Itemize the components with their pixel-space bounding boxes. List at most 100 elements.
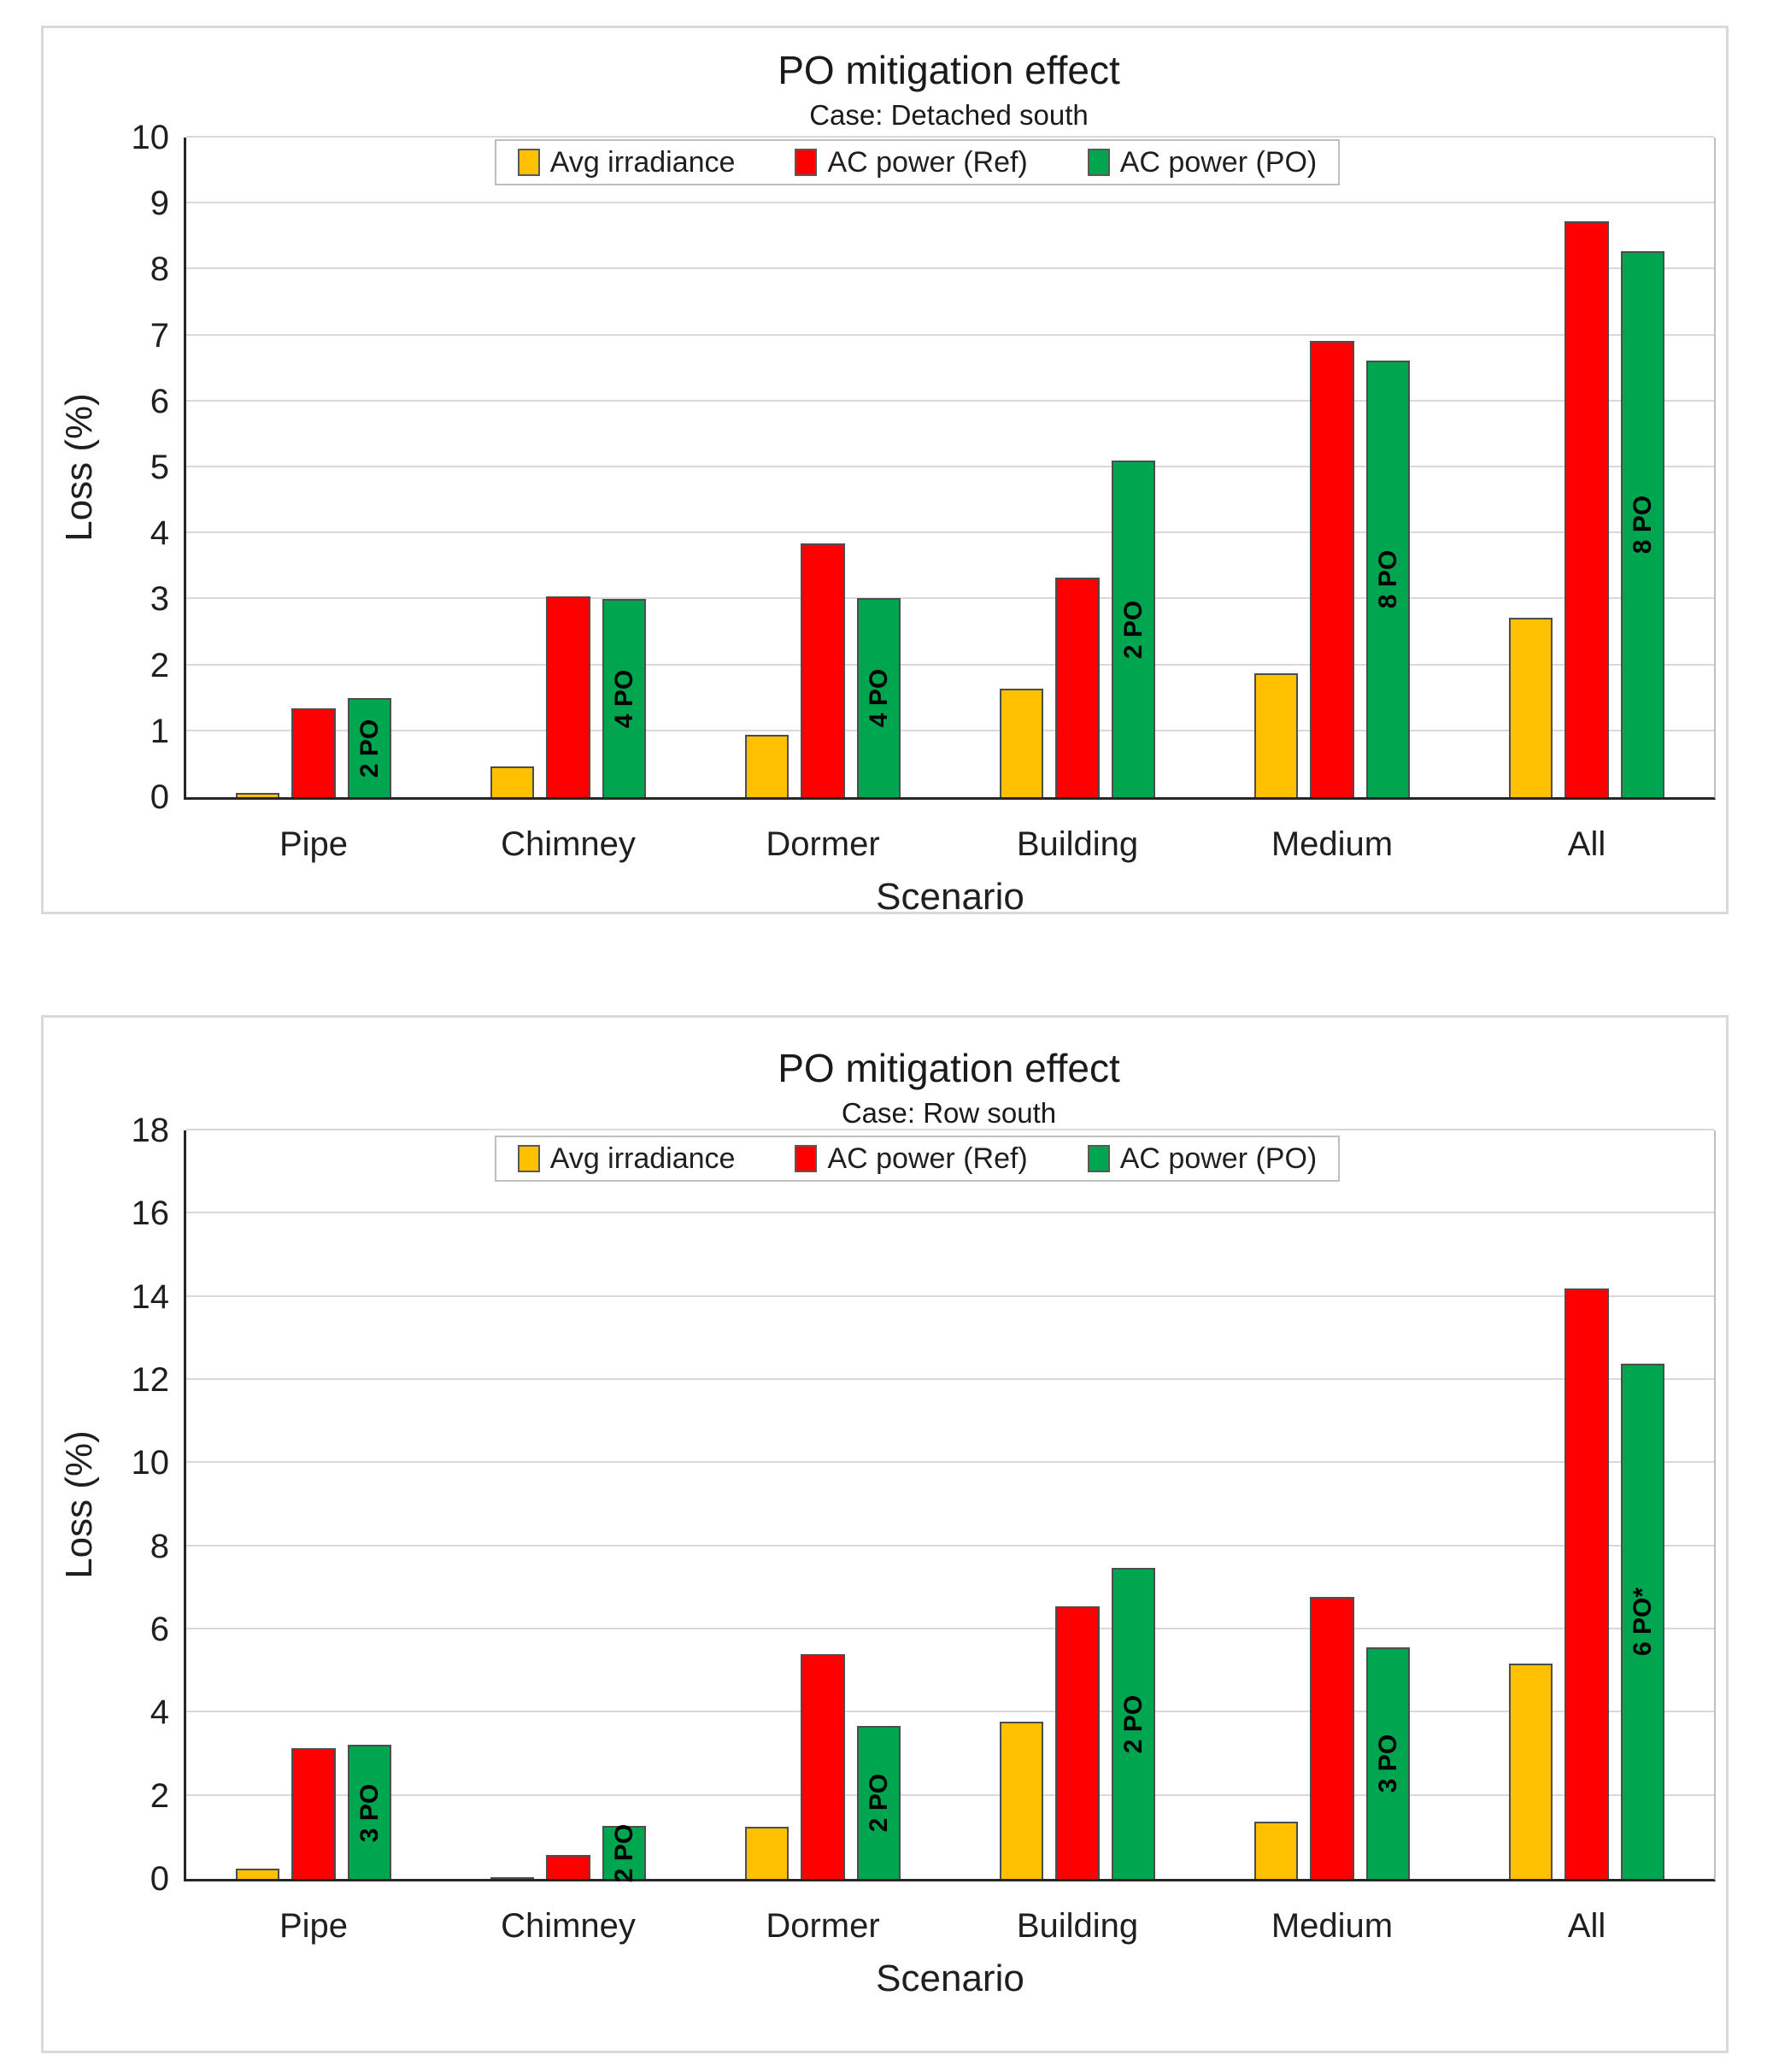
bar-avg-irradiance-all bbox=[1508, 1663, 1553, 1879]
legend: Avg irradiance AC power (Ref) AC power (PO… bbox=[495, 1136, 1340, 1182]
gridline bbox=[186, 399, 1714, 402]
gridline bbox=[186, 1461, 1714, 1464]
bar-avg-irradiance-medium bbox=[1253, 672, 1299, 797]
gridline bbox=[186, 136, 1714, 138]
gridline bbox=[186, 1711, 1714, 1713]
legend-label: AC power (Ref) bbox=[827, 1142, 1028, 1175]
bar-ac-power-ref-dormer bbox=[801, 543, 845, 797]
bar-ac-power-po-chimney: 2 PO bbox=[602, 1823, 647, 1883]
x-category-label: Pipe bbox=[279, 825, 349, 863]
chart-title: PO mitigation effect bbox=[778, 1046, 1120, 1090]
bar-value-label: 2 PO bbox=[355, 719, 384, 778]
bar-avg-irradiance-pipe bbox=[235, 792, 280, 797]
legend-item: AC power (PO) bbox=[1087, 1142, 1318, 1175]
bar-value-label: 8 PO bbox=[1628, 496, 1657, 555]
bar-ac-power-ref-medium bbox=[1310, 1597, 1354, 1879]
bar-value-label: 6 PO* bbox=[1628, 1588, 1657, 1657]
legend-item: Avg irradiance bbox=[517, 1142, 736, 1175]
bar-value-label: 2 PO bbox=[864, 1774, 893, 1833]
chart-subtitle: Case: Detached south bbox=[809, 99, 1089, 131]
bar-avg-irradiance-dormer bbox=[744, 734, 790, 797]
x-category-label: Building bbox=[1016, 1907, 1139, 1945]
bar-ac-power-po-building: 2 PO bbox=[1111, 461, 1156, 797]
x-category-label: Medium bbox=[1271, 825, 1394, 863]
bar-ac-power-ref-chimney bbox=[546, 596, 590, 797]
legend-item: AC power (Ref) bbox=[795, 146, 1028, 179]
bar-value-label: 8 PO bbox=[1373, 550, 1402, 609]
x-category-label: Dormer bbox=[766, 1907, 880, 1945]
plot-area: Scenario 0 1 2 3 4 5 6 7 8 9 10 Pipe Chimney Dormer Bu… bbox=[132, 119, 1716, 918]
y-axis-tick-label: 2 bbox=[150, 1776, 169, 1815]
y-axis-title: Loss (%) bbox=[58, 393, 100, 542]
y-axis-tick-label: 0 bbox=[150, 1860, 169, 1898]
bar-value-label: 2 PO bbox=[609, 1823, 638, 1883]
chart-subtitle: Case: Row south bbox=[841, 1097, 1057, 1129]
y-axis-tick-label: 0 bbox=[150, 778, 169, 816]
legend: Avg irradiance AC power (Ref) AC power (PO… bbox=[495, 139, 1340, 185]
y-axis-tick-label: 18 bbox=[131, 1112, 170, 1149]
y-axis-tick-label: 10 bbox=[131, 119, 170, 156]
legend-swatch-icon bbox=[795, 149, 818, 176]
x-axis-title: Scenario bbox=[876, 876, 1024, 918]
bar-ac-power-po-chimney: 4 PO bbox=[602, 599, 647, 797]
bar-ac-power-po-pipe: 3 PO bbox=[347, 1745, 392, 1879]
gridline bbox=[186, 466, 1714, 467]
bar-avg-irradiance-dormer bbox=[744, 1827, 790, 1879]
legend-label: Avg irradiance bbox=[549, 1142, 736, 1175]
bar-avg-irradiance-building bbox=[999, 688, 1044, 797]
bar-avg-irradiance-all bbox=[1508, 618, 1553, 797]
chart-title: PO mitigation effect bbox=[778, 48, 1120, 92]
gridline bbox=[186, 597, 1714, 600]
gridline bbox=[186, 202, 1714, 204]
bar-value-label: 2 PO bbox=[1118, 600, 1148, 660]
gridline bbox=[186, 531, 1714, 534]
y-axis-tick-label: 7 bbox=[150, 316, 169, 355]
bar-avg-irradiance-chimney bbox=[490, 766, 535, 797]
x-category-label: Chimney bbox=[501, 825, 636, 863]
x-category-label: All bbox=[1567, 825, 1606, 863]
legend-item: Avg irradiance bbox=[517, 146, 736, 179]
bar-ac-power-ref-all bbox=[1564, 221, 1609, 797]
x-category-label: Dormer bbox=[766, 825, 880, 863]
y-axis-tick-label: 5 bbox=[150, 449, 169, 486]
bar-ac-power-po-all: 6 PO* bbox=[1620, 1363, 1665, 1879]
bar-value-label: 3 PO bbox=[1373, 1734, 1402, 1793]
gridline bbox=[186, 1378, 1714, 1380]
gridline bbox=[186, 1544, 1714, 1547]
bar-ac-power-ref-building bbox=[1055, 577, 1100, 797]
legend-label: AC power (PO) bbox=[1119, 1142, 1318, 1175]
y-axis-tick-label: 16 bbox=[131, 1194, 170, 1233]
legend-swatch-icon bbox=[795, 1145, 818, 1172]
legend-item: AC power (Ref) bbox=[795, 1142, 1028, 1175]
legend-swatch-icon bbox=[517, 1145, 540, 1172]
y-axis-tick-label: 3 bbox=[150, 580, 169, 619]
y-axis-tick-label: 6 bbox=[150, 1611, 169, 1648]
legend-label: AC power (Ref) bbox=[827, 146, 1028, 179]
plot-area: Scenario 0 2 4 6 8 10 12 14 16 18 Pipe Chimney Dorme… bbox=[132, 1112, 1716, 1999]
x-category-label: Chimney bbox=[501, 1907, 636, 1945]
bar-ac-power-po-building: 2 PO bbox=[1111, 1567, 1156, 1879]
legend-label: Avg irradiance bbox=[549, 146, 736, 179]
bar-avg-irradiance-medium bbox=[1253, 1822, 1299, 1879]
bar-ac-power-po-medium: 3 PO bbox=[1365, 1646, 1411, 1879]
legend-item: AC power (PO) bbox=[1087, 146, 1317, 179]
x-category-label: Pipe bbox=[279, 1907, 349, 1945]
gridline bbox=[186, 1212, 1714, 1214]
y-axis-tick-label: 4 bbox=[150, 1693, 169, 1732]
y-axis-tick-label: 4 bbox=[150, 514, 169, 553]
bar-value-label: 3 PO bbox=[355, 1783, 384, 1842]
bar-ac-power-ref-pipe bbox=[291, 1747, 336, 1879]
bar-value-label: 4 PO bbox=[864, 669, 893, 728]
y-axis-tick-label: 2 bbox=[150, 646, 169, 684]
legend-swatch-icon bbox=[517, 149, 540, 176]
gridline bbox=[186, 729, 1714, 731]
y-axis-tick-label: 8 bbox=[150, 250, 169, 289]
bar-ac-power-po-medium: 8 PO bbox=[1365, 360, 1411, 797]
bar-ac-power-po-pipe: 2 PO bbox=[347, 698, 392, 797]
bar-value-label: 4 PO bbox=[609, 670, 638, 729]
bar-ac-power-ref-building bbox=[1055, 1606, 1100, 1879]
y-axis-tick-label: 12 bbox=[131, 1361, 170, 1399]
bar-ac-power-ref-dormer bbox=[801, 1654, 845, 1879]
gridline bbox=[186, 1793, 1714, 1796]
gridline bbox=[186, 1129, 1714, 1130]
